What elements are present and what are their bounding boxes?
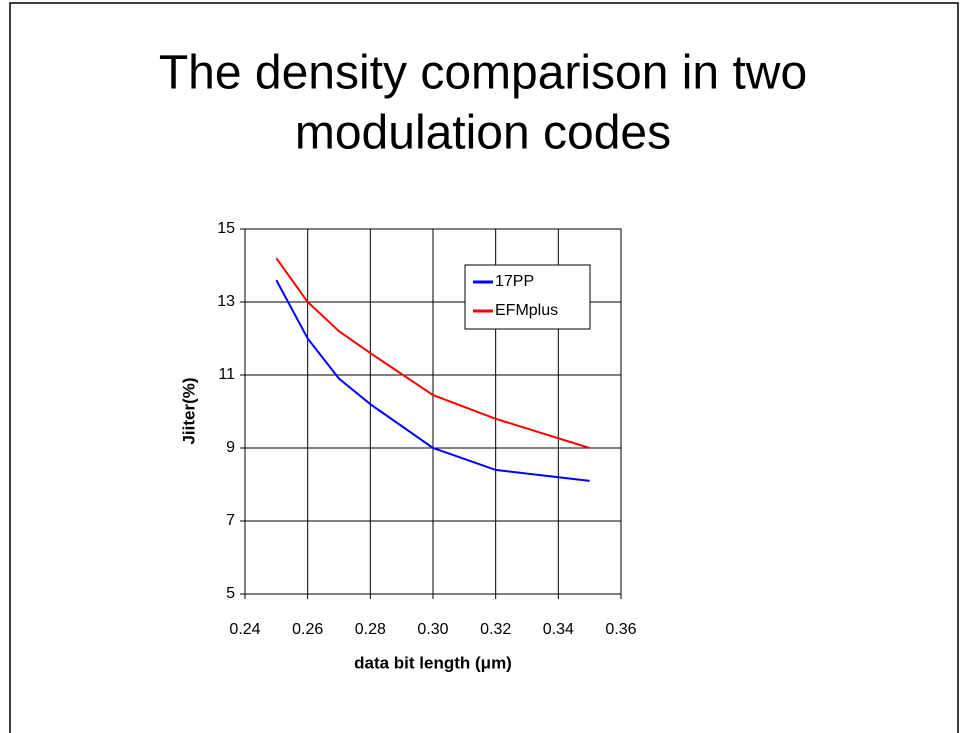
y-tick-label: 5 bbox=[226, 585, 235, 602]
series-line bbox=[275, 257, 590, 449]
y-tick-label: 15 bbox=[217, 220, 235, 237]
y-axis-label: Jiiter(%) bbox=[179, 377, 198, 444]
title-line: The density comparison in two bbox=[159, 47, 807, 100]
series-line bbox=[275, 279, 590, 482]
title-line: modulation codes bbox=[295, 107, 671, 160]
x-tick-label: 0.30 bbox=[417, 621, 448, 638]
legend-label: 17PP bbox=[495, 273, 534, 290]
x-tick-label: 0.26 bbox=[292, 621, 323, 638]
y-tick-label: 11 bbox=[218, 366, 235, 383]
x-tick-label: 0.32 bbox=[480, 621, 511, 638]
x-tick-label: 0.36 bbox=[605, 621, 636, 638]
x-tick-label: 0.24 bbox=[229, 621, 260, 638]
x-tick-label: 0.28 bbox=[355, 621, 386, 638]
x-tick-label: 0.34 bbox=[543, 621, 574, 638]
plot-frame bbox=[244, 228, 622, 595]
legend-box bbox=[464, 264, 591, 330]
y-tick-label: 7 bbox=[226, 512, 235, 529]
y-tick-label: 13 bbox=[217, 293, 235, 310]
legend-label: EFMplus bbox=[495, 302, 558, 319]
slide-frame bbox=[9, 2, 959, 733]
x-axis-label: data bit length (μm) bbox=[354, 653, 512, 672]
y-tick-label: 9 bbox=[226, 439, 235, 456]
